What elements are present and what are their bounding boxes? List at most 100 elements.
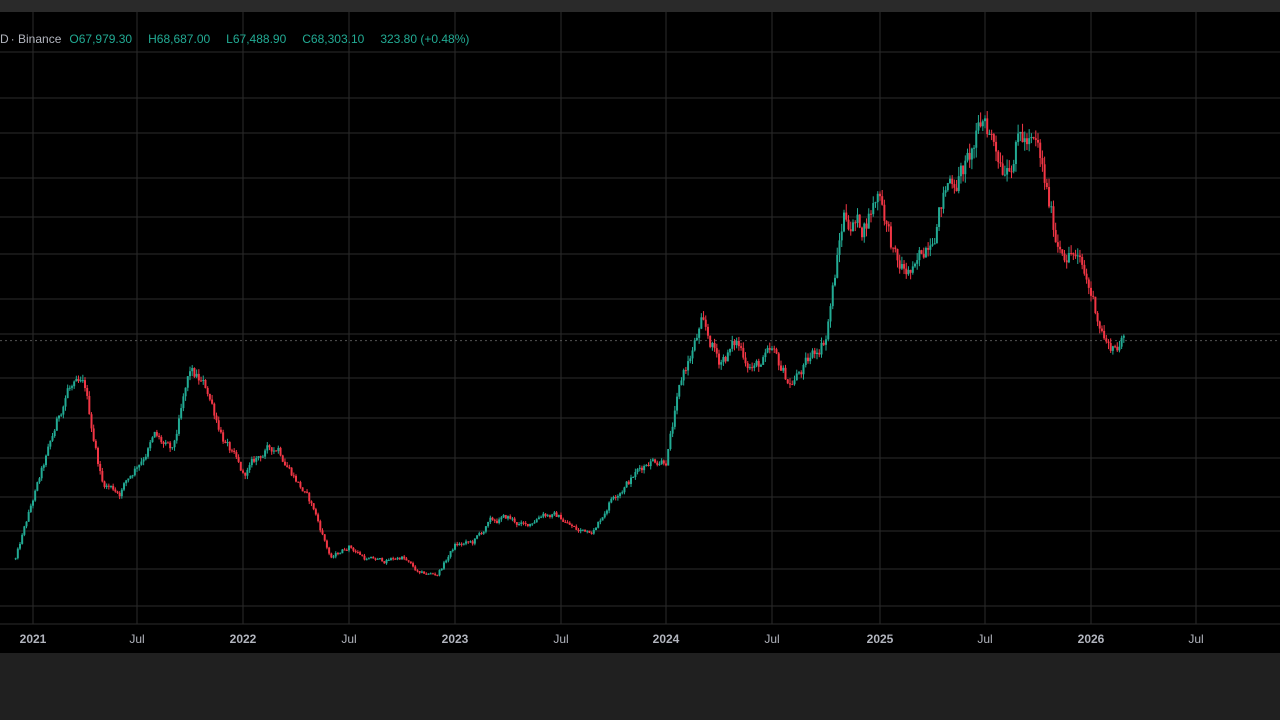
x-tick-label: Jul [553,632,568,646]
candle-body [403,556,406,559]
x-tick-label: 2025 [867,632,894,646]
candle-body [90,414,93,429]
candle-body [40,467,43,479]
candle-body [800,372,803,375]
candle-body [387,559,390,561]
candle-body [1116,346,1119,351]
candle-body [206,387,209,394]
candle-body [385,559,388,564]
price-chart[interactable]: 2021 Jul 2022 Jul 2023 Jul 2024 Jul 2025 Jul 2026 J… [0,12,1280,653]
candle-body [825,339,827,345]
candle-body [418,571,421,573]
candle-body [586,530,589,532]
candle-body [356,551,359,553]
candle-body [684,370,687,372]
candle-body [230,450,233,452]
candle-body [918,250,921,261]
candle-body [879,193,881,197]
candle-body [29,505,32,512]
candle-body [1096,313,1099,322]
candle-body [795,373,798,381]
candle-body [706,326,709,336]
candle-body [813,350,816,354]
candle-body [1043,164,1046,183]
candle-body [807,357,809,362]
candle-body [462,543,465,545]
candle-body [957,176,960,192]
candle-body [581,529,584,531]
candle-body [383,561,386,564]
candle-body [702,317,705,320]
candle-body [431,573,434,575]
candle-body [662,460,665,464]
candle-body [339,553,342,555]
candle-body [1014,142,1017,165]
candle-body [308,492,311,502]
candle-body [239,461,242,471]
candle-body [158,435,161,437]
candle-body [1085,273,1088,280]
candle-body [746,363,749,369]
candle-body [352,547,355,551]
candle-body [757,360,760,367]
candle-body [560,514,562,520]
candle-body [784,367,787,380]
candle-body [160,436,163,443]
candle-body [786,379,789,384]
candle-body [77,378,80,381]
candle-body [1050,206,1053,208]
candle-body [892,247,895,249]
candle-body [51,436,54,441]
candle-body [570,524,573,527]
candle-body [771,348,773,350]
candle-body [370,556,373,559]
candle-body [136,467,138,469]
candle-body [182,396,185,409]
candle-body [964,160,967,175]
candle-body [748,367,751,369]
candle-body [447,556,450,561]
candle-body [1065,260,1068,263]
candle-body [14,558,17,560]
candle-body [1122,335,1125,338]
candle-body [1090,287,1092,296]
candle-body [213,403,216,416]
candle-body [140,461,143,465]
candle-body [264,450,267,457]
candle-body [573,526,576,528]
candle-body [259,456,262,458]
candle-body [427,573,430,575]
candle-body [907,269,910,275]
candle-body [990,133,993,135]
candle-body [484,526,487,532]
candle-body [590,532,593,534]
candle-body [75,378,78,382]
candle-body [144,456,147,460]
candle-body [81,380,84,382]
candle-body [671,426,674,434]
candle-body [809,357,812,362]
candle-body [105,485,108,487]
candle-body [870,213,872,215]
candle-body [191,368,194,372]
candle-body [350,545,353,548]
candle-body [32,500,34,506]
candle-body [467,541,470,543]
candle-body [962,165,965,175]
candle-body [325,540,328,548]
candle-body [577,529,580,532]
chart-panel[interactable]: 2021 Jul 2022 Jul 2023 Jul 2024 Jul 2025 Jul 2026 J… [0,12,1280,653]
candle-body [345,549,348,551]
candle-body [1072,253,1075,255]
candle-body [301,487,304,492]
candle-body [744,357,747,364]
candle-body [442,562,445,569]
candle-body [354,550,357,552]
candle-body [465,541,468,544]
candle-body [94,440,97,448]
candle-body [729,348,732,353]
close-value: 68,303.10 [310,32,365,46]
candle-body [831,285,834,307]
candle-body [1025,138,1028,145]
candle-body [687,361,690,371]
